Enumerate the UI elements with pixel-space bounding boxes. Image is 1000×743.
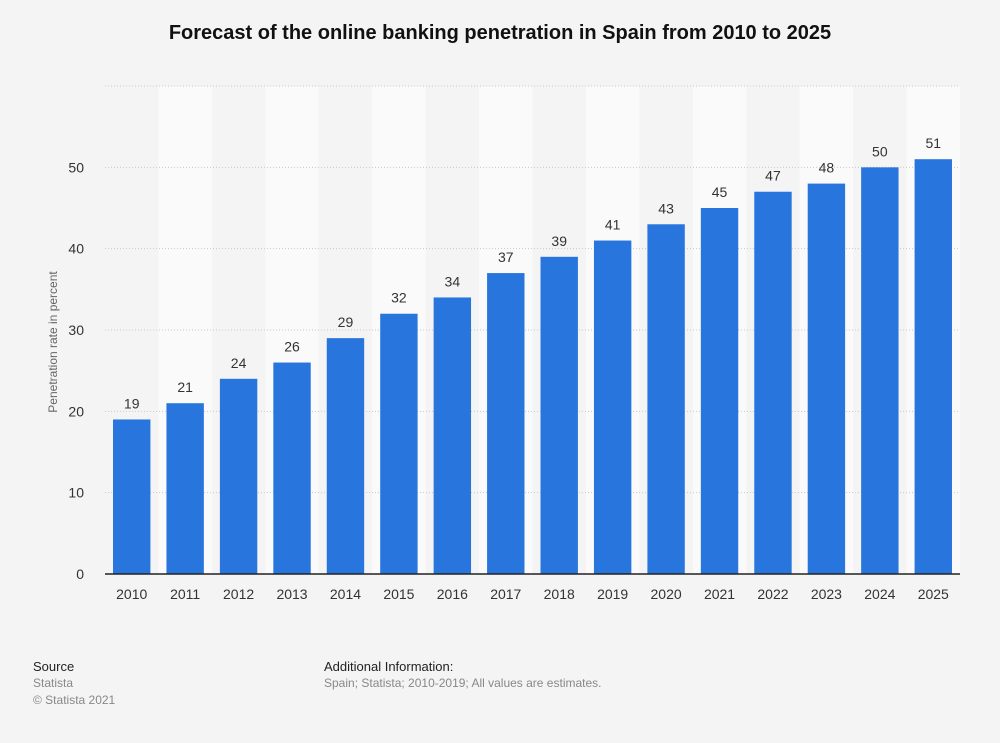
x-tick-label: 2022	[757, 586, 788, 602]
bar	[219, 378, 258, 574]
chart-title: Forecast of the online banking penetrati…	[168, 22, 832, 44]
x-tick-label: 2012	[223, 586, 254, 602]
x-tick-label: 2018	[544, 586, 575, 602]
data-label: 47	[765, 168, 781, 184]
bar	[754, 191, 792, 574]
bar	[914, 159, 952, 574]
y-axis-label: Penetration rate in percent	[46, 271, 60, 413]
y-tick-label: 20	[68, 403, 84, 419]
x-tick-label: 2023	[811, 586, 842, 602]
bar	[861, 167, 899, 575]
x-tick-label: 2020	[651, 586, 682, 602]
info-text: Spain; Statista; 2010-2019; All values a…	[324, 676, 602, 690]
x-tick-label: 2024	[864, 586, 895, 602]
bar	[273, 362, 311, 574]
source-line: Statista	[33, 676, 74, 690]
x-tick-label: 2016	[437, 586, 468, 602]
bar	[113, 419, 151, 574]
data-label: 21	[177, 379, 193, 395]
data-label: 19	[124, 395, 140, 411]
x-tick-label: 2011	[170, 586, 200, 602]
info-heading: Additional Information:	[324, 659, 454, 674]
x-tick-label: 2017	[490, 586, 521, 602]
x-tick-label: 2010	[116, 586, 147, 602]
bar	[700, 208, 739, 574]
data-label: 29	[338, 314, 354, 330]
data-label: 50	[872, 143, 888, 159]
data-label: 32	[391, 290, 407, 306]
y-tick-label: 40	[68, 241, 84, 257]
y-tick-label: 10	[68, 485, 84, 501]
additional-info-block: Additional Information: Spain; Statista;…	[324, 658, 602, 692]
x-tick-label: 2019	[597, 586, 628, 602]
bar	[540, 256, 578, 574]
data-label: 24	[231, 355, 247, 371]
y-tick-label: 30	[68, 322, 84, 338]
bar	[487, 273, 525, 574]
data-label: 51	[925, 135, 941, 151]
bar	[593, 240, 632, 575]
data-label: 41	[605, 217, 621, 233]
y-tick-label: 0	[76, 566, 84, 582]
x-tick-label: 2013	[276, 586, 307, 602]
data-label: 45	[712, 184, 728, 200]
x-tick-label: 2014	[330, 586, 361, 602]
data-label: 34	[445, 273, 461, 289]
y-tick-label: 50	[68, 159, 84, 175]
bar	[380, 313, 418, 574]
bar	[647, 224, 685, 574]
data-label: 37	[498, 249, 514, 265]
data-label: 26	[284, 339, 300, 355]
bar-chart: 0 10 20 30 40 50 Penetration rate in percent 19…	[46, 85, 960, 602]
x-tick-label: 2021	[704, 586, 735, 602]
source-heading: Source	[33, 659, 75, 674]
data-label: 43	[658, 200, 674, 216]
x-tick-label: 2025	[918, 586, 949, 602]
copyright-line: © Statista 2021	[33, 693, 116, 707]
bar	[326, 338, 365, 574]
bar	[433, 297, 472, 574]
bar	[807, 183, 846, 574]
data-label: 48	[819, 160, 835, 176]
data-label: 39	[551, 233, 567, 249]
x-tick-label: 2015	[383, 586, 414, 602]
bar	[166, 403, 204, 574]
source-block: Source Statista © Statista 2021	[33, 658, 115, 709]
